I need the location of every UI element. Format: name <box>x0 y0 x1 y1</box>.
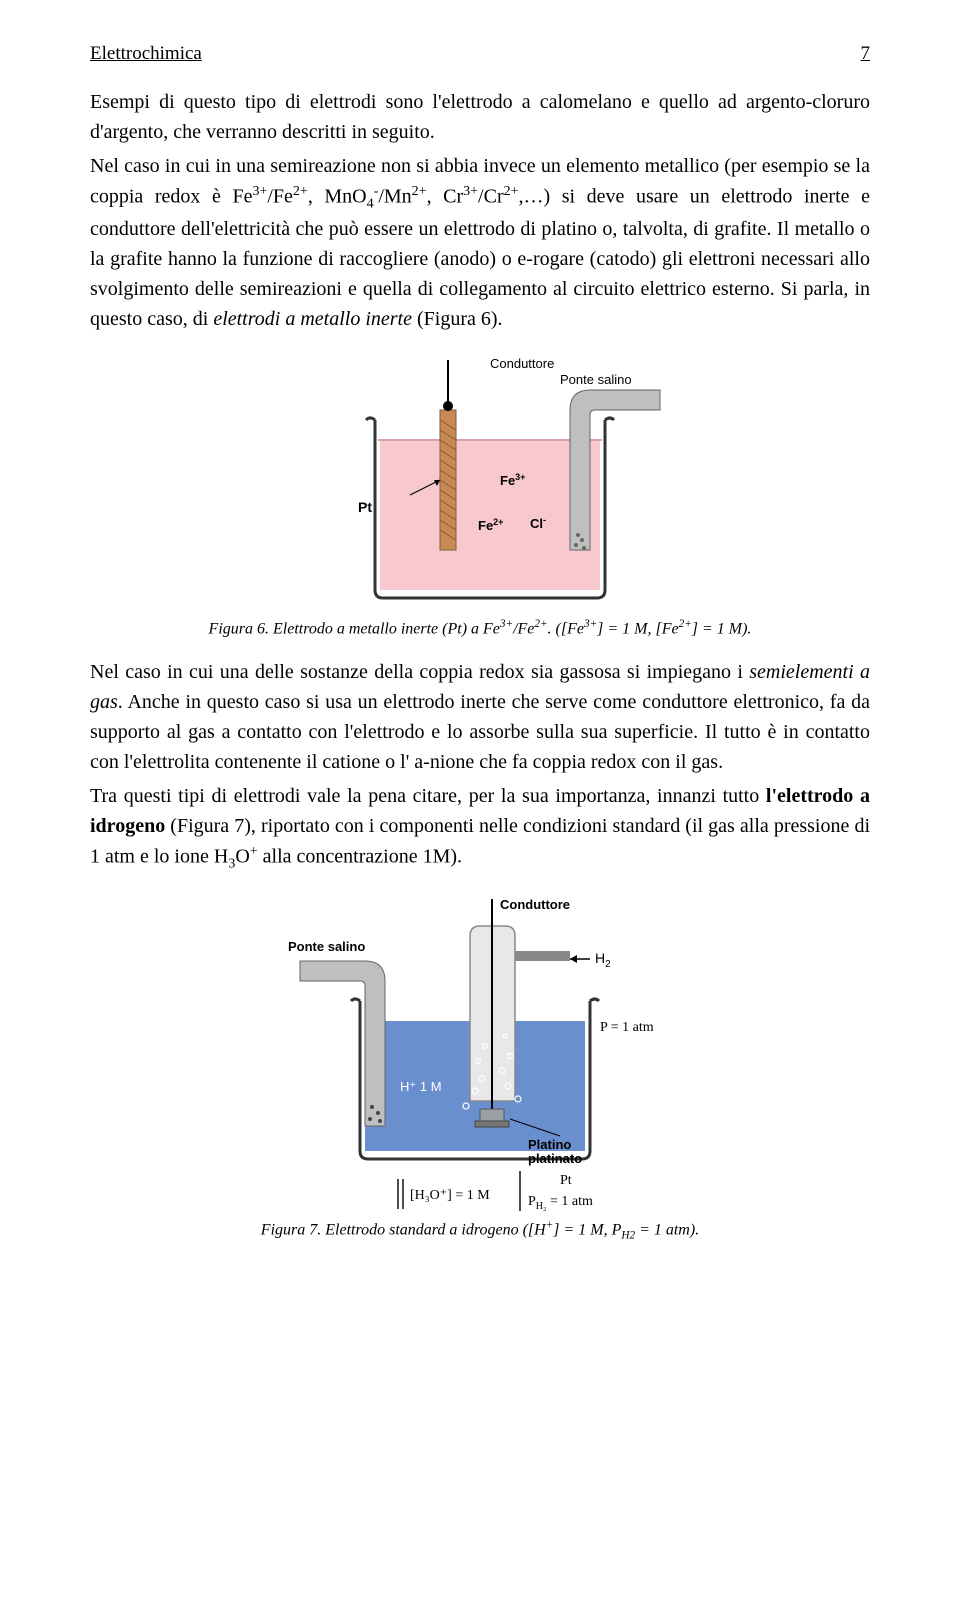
header-title: Elettrochimica <box>90 40 202 69</box>
figure-6-caption: Figura 6. Elettrodo a metallo inerte (Pt… <box>209 616 752 641</box>
label-p1: P = 1 atm <box>600 1020 654 1035</box>
text: , MnO <box>308 185 367 207</box>
figure-6: Conduttore Ponte salino Pt Fe3+ Fe2+ Cl-… <box>90 350 870 641</box>
text: ] = 1 M, P <box>553 1221 621 1238</box>
label-ph2: PH₂ = 1 atm <box>528 1194 593 1211</box>
label-platino: Platino <box>528 1137 571 1152</box>
text: O <box>235 846 249 868</box>
label-pt: Pt <box>560 1173 572 1188</box>
text: /Fe <box>267 185 293 207</box>
label-conduttore: Conduttore <box>490 356 554 371</box>
paragraph-4: Tra questi tipi di elettrodi vale la pen… <box>90 781 870 875</box>
text: ] = 1 M, [Fe <box>597 620 678 637</box>
label-ponte: Ponte salino <box>288 939 365 954</box>
label-h3o: [H₃O⁺] = 1 M <box>410 1188 490 1203</box>
label-ponte: Ponte salino <box>560 372 632 387</box>
text: Esempi di questo tipo di elettrodi sono … <box>90 91 870 143</box>
text: (Figura 6). <box>412 308 503 330</box>
label-h2: H2 <box>595 950 611 970</box>
text: Nel caso in cui una delle sostanze della… <box>90 661 749 683</box>
label-platinato: platinato <box>528 1151 582 1166</box>
text: Figura 6. Elettrodo a metallo inerte (Pt… <box>209 620 500 637</box>
paragraph-2: Nel caso in cui in una semireazione non … <box>90 151 870 335</box>
text: alla concentrazione 1M). <box>258 846 462 868</box>
figure-6-svg: Conduttore Ponte salino Pt Fe3+ Fe2+ Cl- <box>290 350 670 610</box>
paragraph-3: Nel caso in cui una delle sostanze della… <box>90 657 870 777</box>
page-header: Elettrochimica 7 <box>90 40 870 69</box>
text: . ([Fe <box>548 620 584 637</box>
text: Tra questi tipi di elettrodi vale la pen… <box>90 785 766 807</box>
text: ] = 1 M). <box>692 620 752 637</box>
label-pt: Pt <box>358 499 372 515</box>
text: /Cr <box>478 185 504 207</box>
text: Figura 7. Elettrodo standard a idrogeno … <box>261 1221 546 1238</box>
label-conduttore: Conduttore <box>500 897 570 912</box>
text: , Cr <box>427 185 464 207</box>
header-page-number: 7 <box>861 40 871 69</box>
figure-7-svg: Conduttore Ponte salino H2 P = 1 atm H⁺ … <box>270 891 690 1211</box>
text: (Figura 7), riportato con i componenti n… <box>90 815 870 868</box>
text: /Mn <box>378 185 411 207</box>
text: /Fe <box>513 620 534 637</box>
text: . Anche in questo caso si usa un elettro… <box>90 691 870 773</box>
text-italic: elettrodi a metallo inerte <box>213 308 412 330</box>
text: = 1 atm). <box>635 1221 699 1238</box>
paragraph-1: Esempi di questo tipo di elettrodi sono … <box>90 87 870 147</box>
figure-7: Conduttore Ponte salino H2 P = 1 atm H⁺ … <box>90 891 870 1244</box>
figure-7-caption: Figura 7. Elettrodo standard a idrogeno … <box>261 1217 699 1244</box>
label-h1m: H⁺ 1 M <box>400 1079 442 1094</box>
